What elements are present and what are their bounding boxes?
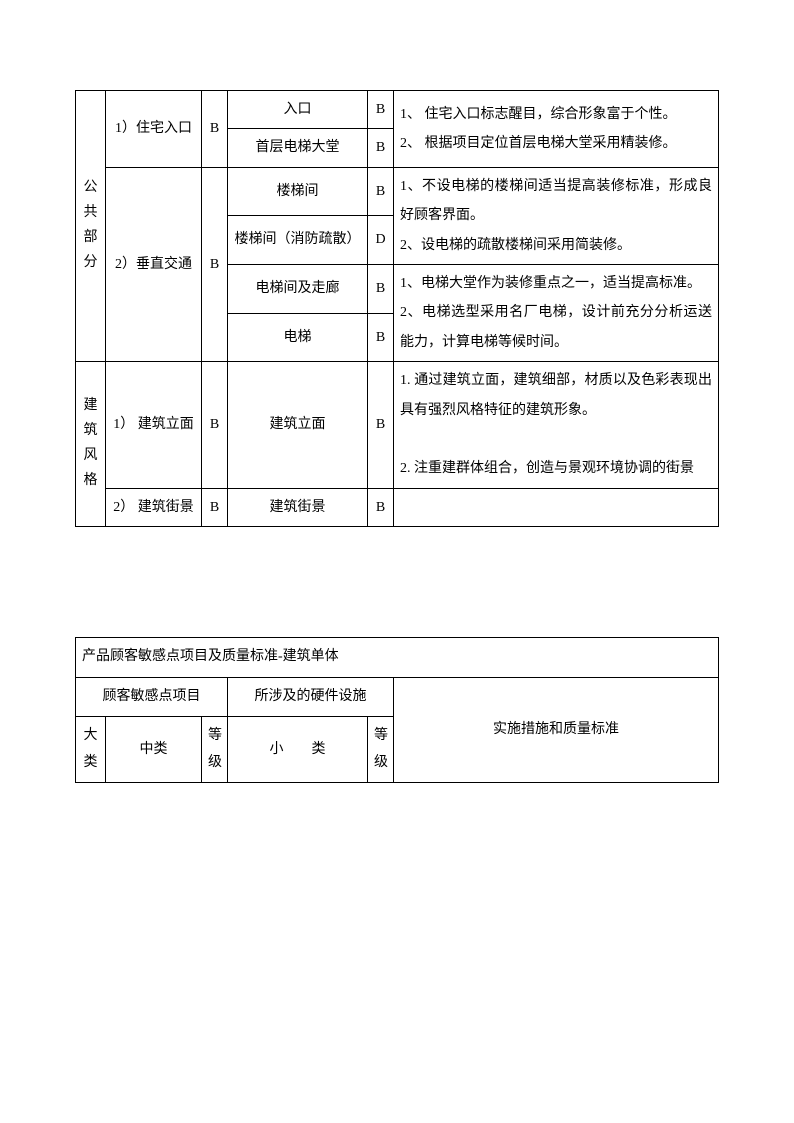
midcat-facade-label: 1） 建筑立面 (113, 410, 194, 439)
grade-cell: D (368, 216, 394, 265)
bigcat-style-label: 建筑风格 (82, 393, 99, 494)
midcat-entrance-label: 1）住宅入口 (115, 114, 192, 143)
bigcat-public: 公共部分 (76, 91, 106, 362)
desc-stairs: 1、不设电梯的楼梯间适当提高装修标准，形成良好顾客界面。 2、设电梯的疏散楼梯间… (394, 167, 719, 264)
col-midcat: 中类 (106, 717, 202, 783)
sub-fire-stairs: 楼梯间（消防疏散） (228, 216, 368, 265)
hdr-group1: 顾客敏感点项目 (76, 677, 228, 717)
col-bigcat: 大类 (76, 717, 106, 783)
table2-title: 产品顾客敏感点项目及质量标准-建筑单体 (76, 638, 719, 678)
bigcat-style: 建筑风格 (76, 362, 106, 527)
midcat-street: 2） 建筑街景 (106, 488, 202, 526)
midcat-street-label: 2） 建筑街景 (113, 493, 194, 522)
midcat-facade: 1） 建筑立面 (106, 362, 202, 489)
desc-entrance: 1、 住宅入口标志醒目，综合形象富于个性。 2、 根据项目定位首层电梯大堂采用精… (394, 91, 719, 168)
grade-cell: B (368, 313, 394, 362)
grade-cell: B (202, 91, 228, 168)
midcat-vertical-label: 2）垂直交通 (115, 250, 192, 279)
sub-stairs: 楼梯间 (228, 167, 368, 216)
sub-entrance: 入口 (228, 91, 368, 129)
grade-cell: B (368, 264, 394, 313)
col-grade1: 等级 (202, 717, 228, 783)
grade-cell: B (202, 362, 228, 489)
midcat-entrance: 1）住宅入口 (106, 91, 202, 168)
grade-cell: B (368, 167, 394, 216)
grade-cell: B (368, 129, 394, 167)
grade-cell: B (202, 167, 228, 361)
hdr-group2: 所涉及的硬件设施 (228, 677, 394, 717)
sub-facade: 建筑立面 (228, 362, 368, 489)
midcat-vertical: 2）垂直交通 (106, 167, 202, 361)
sub-corridor: 电梯间及走廊 (228, 264, 368, 313)
sub-elevator: 电梯 (228, 313, 368, 362)
desc-street (394, 488, 719, 526)
grade-cell: B (202, 488, 228, 526)
grade-cell: B (368, 362, 394, 489)
desc-elevator: 1、电梯大堂作为装修重点之一，适当提高标准。 2、电梯选型采用名厂电梯，设计前充… (394, 264, 719, 361)
grade-cell: B (368, 91, 394, 129)
sub-street: 建筑街景 (228, 488, 368, 526)
standards-table-2: 产品顾客敏感点项目及质量标准-建筑单体 顾客敏感点项目 所涉及的硬件设施 实施措… (75, 637, 719, 783)
hdr-measures: 实施措施和质量标准 (394, 677, 719, 783)
grade-cell: B (368, 488, 394, 526)
col-subcat: 小 类 (228, 717, 368, 783)
desc-facade: 1. 通过建筑立面，建筑细部，材质以及色彩表现出具有强烈风格特征的建筑形象。 2… (394, 362, 719, 489)
col-grade2: 等级 (368, 717, 394, 783)
bigcat-public-label: 公共部分 (82, 175, 99, 276)
standards-table-1: 公共部分 1）住宅入口 B 入口 B 1、 住宅入口标志醒目，综合形象富于个性。… (75, 90, 719, 527)
sub-lobby: 首层电梯大堂 (228, 129, 368, 167)
